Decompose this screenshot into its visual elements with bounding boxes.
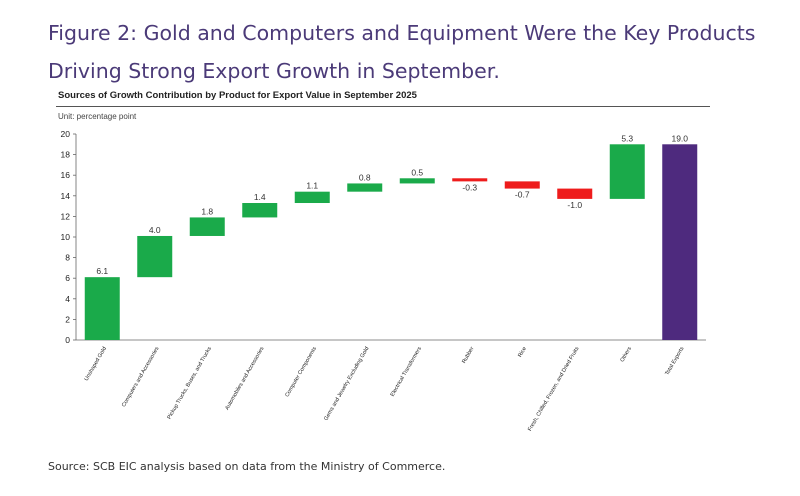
chart-title-rule <box>56 106 710 107</box>
data-label-1: 4.0 <box>149 225 161 235</box>
bar-11 <box>662 144 698 340</box>
x-tick-label-2: Pickup Trucks, Buses, and Trucks <box>167 346 214 421</box>
x-tick-label-10: Others <box>620 346 634 364</box>
bar-8 <box>504 181 540 189</box>
x-tick-label-6: Electrical Transformers <box>390 346 423 398</box>
unit-label: Unit: percentage point <box>58 112 137 121</box>
data-label-10: 5.3 <box>621 133 633 143</box>
x-tick-label-5: Gems and Jewelry Excluding Gold <box>323 346 370 422</box>
bar-10 <box>609 144 645 199</box>
data-label-11: 19.0 <box>671 133 688 143</box>
bar-2 <box>189 217 225 236</box>
bar-1 <box>137 235 173 278</box>
data-label-8: -0.7 <box>515 190 530 200</box>
bar-3 <box>242 203 278 218</box>
y-tick-label: 16 <box>61 170 71 180</box>
source-note: Source: SCB EIC analysis based on data f… <box>48 460 446 473</box>
y-tick-label: 10 <box>61 232 71 242</box>
data-label-0: 6.1 <box>96 266 108 276</box>
data-label-5: 0.8 <box>359 172 371 182</box>
y-tick-label: 4 <box>65 294 70 304</box>
bar-4 <box>294 191 330 204</box>
bar-9 <box>557 188 593 199</box>
y-tick-label: 6 <box>65 273 70 283</box>
y-tick-label: 0 <box>65 335 70 345</box>
x-tick-label-7: Rubber <box>461 346 475 365</box>
bar-5 <box>347 183 383 192</box>
data-label-4: 1.1 <box>306 181 318 191</box>
x-tick-label-1: Computers and Accessories <box>121 346 161 409</box>
y-tick-label: 2 <box>65 314 70 324</box>
x-tick-label-8: Rice <box>517 346 528 359</box>
bar-0 <box>84 277 120 340</box>
y-tick-label: 12 <box>61 211 71 221</box>
x-tick-label-9: Fresh, Chilled, Frozen, and Dried Fruits <box>527 346 580 433</box>
figure-title: Figure 2: Gold and Computers and Equipme… <box>48 21 756 83</box>
x-tick-label-0: Unshaped Gold <box>84 346 108 382</box>
data-label-9: -1.0 <box>567 200 582 210</box>
data-label-2: 1.8 <box>201 206 213 216</box>
x-tick-label-11: Total Exports <box>664 346 685 377</box>
y-tick-label: 18 <box>61 150 71 160</box>
y-tick-label: 14 <box>61 191 71 201</box>
data-label-6: 0.5 <box>411 167 423 177</box>
data-label-3: 1.4 <box>254 192 266 202</box>
y-tick-label: 8 <box>65 253 70 263</box>
chart-bars <box>84 144 698 340</box>
x-tick-label-4: Computer Components <box>284 346 318 398</box>
chart-axes: 0 2 4 6 8 10 12 14 16 18 20 <box>61 129 706 345</box>
y-tick-label: 20 <box>61 129 71 139</box>
bar-6 <box>399 178 435 184</box>
x-tick-label-3: Automobiles and Accessories <box>224 346 265 411</box>
bar-7 <box>452 178 488 182</box>
data-label-7: -0.3 <box>462 182 477 192</box>
chart-x-tick-labels: Unshaped Gold Computers and Accessories Pi… <box>84 346 686 433</box>
chart-data-labels: 6.1 4.0 1.8 1.4 1.1 0.8 0.5 -0.3 -0.7 -1.0 5.3 19.0 <box>96 133 688 276</box>
chart-title: Sources of Growth Contribution by Produc… <box>58 90 417 101</box>
